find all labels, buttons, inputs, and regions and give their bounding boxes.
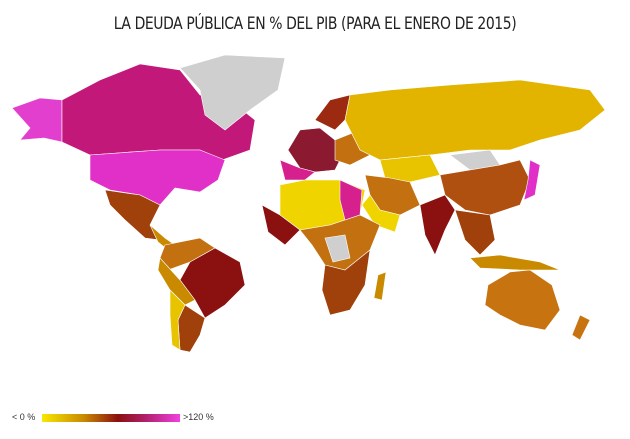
europe-south [279, 159, 316, 181]
indonesia [469, 254, 561, 271]
argentina [177, 304, 206, 353]
africa-west [261, 204, 301, 246]
egypt-sudan [339, 179, 363, 221]
china [439, 159, 531, 216]
japan [523, 159, 541, 201]
legend-max-label: >120 % [183, 412, 214, 422]
alaska [11, 97, 63, 143]
drc [324, 234, 351, 263]
chile [169, 289, 186, 351]
kazakhstan [379, 154, 441, 183]
southeast-asia [454, 209, 496, 256]
africa-south [321, 249, 371, 316]
legend-min-label: < 0 % [12, 412, 36, 422]
legend-gradient [42, 414, 180, 422]
greenland [179, 54, 286, 131]
russia [344, 79, 606, 161]
india [419, 194, 456, 256]
usa [89, 149, 226, 206]
scandinavia [314, 94, 351, 131]
australia [484, 269, 561, 331]
map-title: LA DEUDA PÚBLICA EN % DEL PIB (PARA EL E… [113, 14, 517, 34]
madagascar [373, 271, 387, 301]
new-zealand [571, 314, 591, 341]
